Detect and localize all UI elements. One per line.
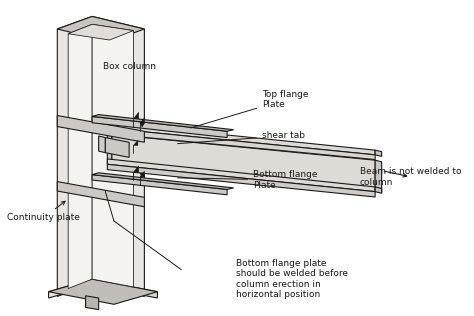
Text: Bottom flange
Plate: Bottom flange Plate (178, 170, 318, 190)
Text: Top flange
Plate: Top flange Plate (191, 90, 309, 128)
Polygon shape (108, 134, 112, 165)
Polygon shape (108, 164, 375, 197)
Polygon shape (57, 16, 145, 42)
Polygon shape (68, 24, 134, 40)
Polygon shape (57, 16, 92, 296)
Polygon shape (92, 173, 234, 190)
Polygon shape (49, 279, 92, 298)
Text: Bottom flange plate
should be welded before
column erection in
horizontal positi: Bottom flange plate should be welded bef… (236, 259, 348, 299)
Polygon shape (105, 137, 129, 157)
Text: Beam is not welded to
column: Beam is not welded to column (360, 167, 461, 186)
Polygon shape (108, 159, 375, 192)
Text: Box column: Box column (103, 62, 156, 71)
Text: Continuity plate: Continuity plate (7, 201, 80, 222)
Polygon shape (68, 24, 92, 289)
Polygon shape (86, 296, 99, 310)
Polygon shape (92, 175, 227, 195)
Polygon shape (112, 134, 375, 191)
Polygon shape (108, 123, 375, 155)
Polygon shape (134, 166, 139, 172)
Polygon shape (49, 279, 157, 304)
Polygon shape (99, 136, 105, 153)
Polygon shape (140, 123, 145, 127)
Polygon shape (108, 128, 375, 160)
Text: shear tab: shear tab (178, 131, 305, 144)
Polygon shape (140, 118, 145, 123)
Polygon shape (57, 182, 145, 207)
Polygon shape (134, 140, 138, 145)
Polygon shape (375, 150, 382, 156)
Polygon shape (92, 279, 157, 298)
Polygon shape (92, 16, 145, 296)
Polygon shape (134, 112, 139, 119)
Polygon shape (140, 171, 145, 177)
Polygon shape (92, 115, 234, 131)
Polygon shape (375, 160, 382, 193)
Polygon shape (375, 187, 382, 193)
Polygon shape (140, 173, 145, 177)
Polygon shape (92, 24, 134, 287)
Polygon shape (92, 117, 227, 137)
Polygon shape (57, 116, 145, 142)
